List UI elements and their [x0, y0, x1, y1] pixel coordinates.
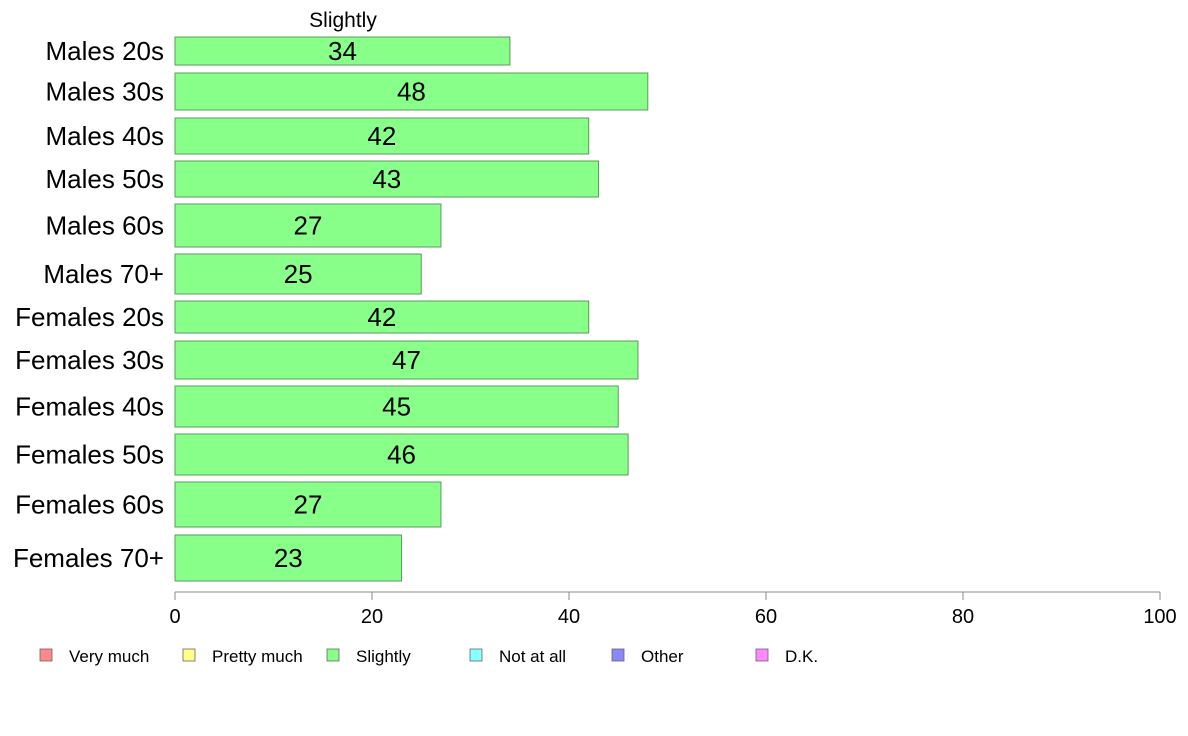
legend: Very much Pretty much Slightly Not at all Ot… [39, 647, 818, 666]
x-tick-label: 0 [169, 606, 180, 628]
bar [174, 36, 511, 66]
bar-group: Males 70+ 25 [43, 253, 422, 295]
bar-group: Females 60s 27 [15, 481, 442, 528]
category-label: Males 50s [46, 164, 165, 194]
bars: Males 20s 34 Males 30s 48 Males 40s 42 Males 5… [13, 36, 649, 582]
bar [174, 534, 403, 582]
data-label: 27 [294, 211, 323, 241]
bar-group: Females 40s 45 [15, 385, 619, 428]
x-tick-label: 80 [952, 606, 974, 628]
data-label: 25 [284, 259, 313, 289]
legend-label: Slightly [356, 647, 411, 666]
legend-item: Not at all [469, 647, 566, 666]
data-label: 46 [387, 440, 416, 470]
legend-item: Slightly [326, 647, 411, 666]
category-label: Females 70+ [13, 543, 164, 573]
legend-item: Pretty much [182, 647, 303, 666]
category-label: Females 50s [15, 440, 164, 470]
bar-group: Males 30s 48 [46, 72, 649, 111]
data-label: 27 [294, 490, 323, 520]
chart-title: Slightly [309, 9, 377, 32]
legend-item: Very much [39, 647, 149, 666]
data-label: 48 [397, 77, 426, 107]
bar [174, 481, 442, 528]
bar [174, 433, 629, 476]
category-label: Females 30s [15, 345, 164, 375]
category-label: Males 30s [46, 77, 165, 107]
bar [174, 253, 422, 295]
data-label: 23 [274, 543, 303, 573]
category-label: Females 20s [15, 302, 164, 332]
legend-swatch [469, 648, 483, 662]
bar-group: Females 70+ 23 [13, 534, 403, 582]
legend-item: Other [611, 647, 684, 666]
category-label: Males 20s [46, 36, 165, 66]
x-tick-label: 100 [1143, 606, 1176, 628]
bar [174, 203, 442, 248]
x-tick-label: 40 [558, 606, 580, 628]
category-label: Females 40s [15, 392, 164, 422]
bar [174, 117, 590, 155]
category-label: Females 60s [15, 490, 164, 520]
data-label: 42 [367, 302, 396, 332]
bar-group: Females 50s 46 [15, 433, 629, 476]
x-tick-label: 20 [361, 606, 383, 628]
bar-group: Males 60s 27 [46, 203, 442, 248]
category-label: Males 40s [46, 121, 165, 151]
legend-swatch [39, 648, 53, 662]
legend-label: Not at all [499, 647, 566, 666]
data-label: 43 [372, 164, 401, 194]
category-label: Males 70+ [43, 259, 164, 289]
legend-swatch [182, 648, 196, 662]
data-label: 47 [392, 345, 421, 375]
data-label: 42 [367, 121, 396, 151]
bar [174, 385, 619, 428]
bar [174, 160, 600, 198]
bar-group: Males 40s 42 [46, 117, 590, 155]
x-axis: 0 20 40 60 80 100 [169, 591, 1177, 628]
bar-group: Females 20s 42 [15, 300, 590, 334]
legend-swatch [611, 648, 625, 662]
bar [174, 300, 590, 334]
legend-label: D.K. [785, 647, 818, 666]
legend-item: D.K. [755, 647, 818, 666]
bar [174, 72, 649, 111]
data-label: 45 [382, 392, 411, 422]
legend-label: Very much [69, 647, 149, 666]
x-tick-label: 60 [755, 606, 777, 628]
category-label: Males 60s [46, 211, 165, 241]
bar [174, 340, 639, 380]
bar-group: Females 30s 47 [15, 340, 639, 380]
legend-swatch [326, 648, 340, 662]
bar-group: Males 20s 34 [46, 36, 511, 66]
legend-label: Pretty much [212, 647, 303, 666]
bar-group: Males 50s 43 [46, 160, 600, 198]
legend-swatch [755, 648, 769, 662]
legend-label: Other [641, 647, 684, 666]
data-label: 34 [328, 36, 357, 66]
